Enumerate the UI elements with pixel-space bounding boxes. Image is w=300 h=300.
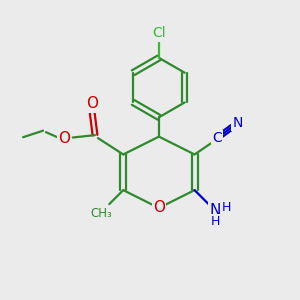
Text: O: O [153,200,165,215]
Text: N: N [232,116,243,130]
Text: H: H [222,201,231,214]
Text: O: O [86,96,98,111]
Text: O: O [58,130,70,146]
Text: C: C [212,131,222,145]
Text: N: N [210,202,221,217]
Text: CH₃: CH₃ [91,206,112,220]
Text: H: H [211,215,220,228]
Text: Cl: Cl [152,26,166,40]
